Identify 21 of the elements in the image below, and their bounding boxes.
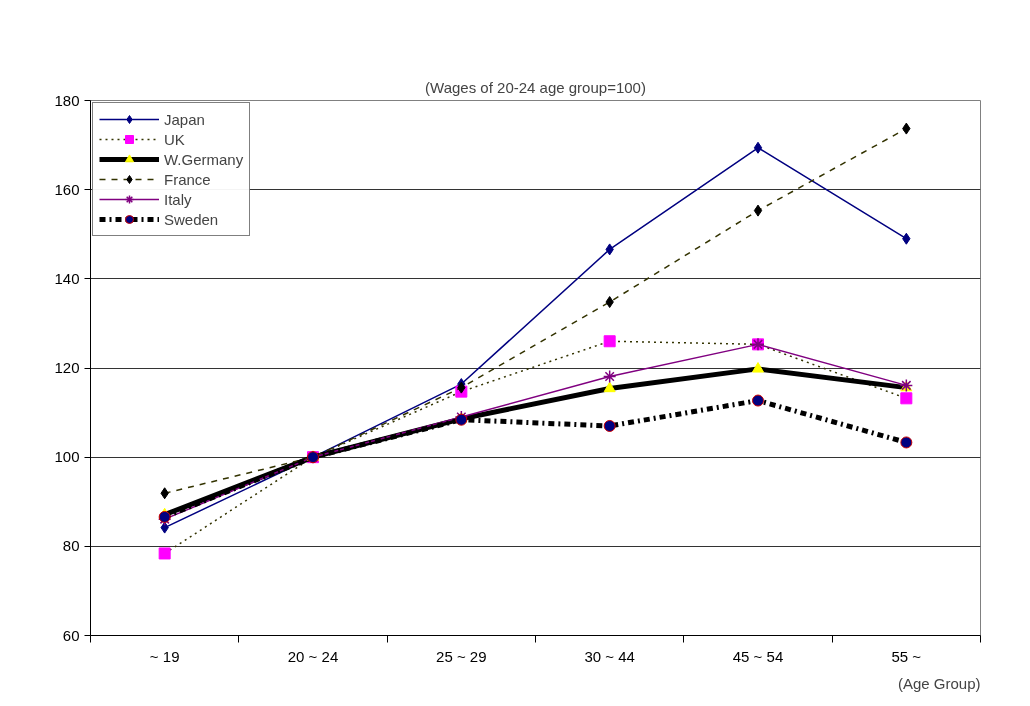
y-tick-label: 140 bbox=[54, 269, 80, 287]
y-tick-label: 80 bbox=[62, 537, 80, 555]
legend-label: Japan bbox=[164, 110, 205, 128]
x-tick-label: ~ 19 bbox=[149, 647, 180, 665]
legend-label: France bbox=[164, 170, 211, 188]
x-tick-label: 45 ~ 54 bbox=[732, 647, 784, 665]
x-tick-label: 20 ~ 24 bbox=[287, 647, 339, 665]
x-tick-label: 25 ~ 29 bbox=[436, 647, 487, 665]
y-tick-label: 120 bbox=[54, 359, 80, 376]
y-tick-label: 100 bbox=[54, 448, 80, 466]
x-axis-title: (Age Group) bbox=[897, 674, 981, 692]
legend-label: W.Germany bbox=[164, 150, 244, 168]
legend-label: Italy bbox=[164, 190, 192, 208]
chart-subtitle: (Wages of 20-24 age group=100) bbox=[425, 78, 646, 96]
legend-label: UK bbox=[164, 130, 185, 148]
x-tick-label: 30 ~ 44 bbox=[584, 647, 635, 665]
y-tick-label: 160 bbox=[54, 180, 80, 198]
legend-label: Sweden bbox=[164, 210, 219, 228]
y-tick-label: 180 bbox=[54, 91, 80, 109]
y-tick-label: 60 bbox=[62, 626, 80, 644]
x-tick-label: 55 ~ bbox=[891, 647, 922, 665]
